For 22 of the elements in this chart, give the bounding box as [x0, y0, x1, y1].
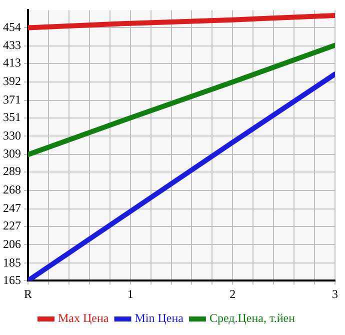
y-tick-label: 268: [3, 182, 21, 197]
legend-label: Сред.Цена, т.йен: [209, 311, 296, 326]
y-tick-label: 371: [3, 92, 21, 106]
legend-label: Max Цена: [58, 311, 110, 326]
y-tick-label: 206: [3, 236, 21, 251]
x-tick-label: 2: [230, 286, 236, 301]
y-tick-label: 330: [3, 128, 21, 142]
y-tick-label: 392: [3, 74, 21, 88]
y-tick-label: 309: [3, 146, 21, 161]
y-tick-label: 227: [3, 218, 21, 232]
y-tick-label: 165: [3, 272, 21, 287]
y-tick-label: 413: [3, 56, 21, 70]
y-tick-label: 185: [3, 255, 21, 270]
y-tick-label: 454: [3, 20, 21, 34]
y-tick-label: 351: [3, 110, 21, 124]
x-tick-label: 3: [332, 286, 338, 301]
y-tick-label: 433: [3, 38, 21, 52]
legend-label: Min Цена: [134, 311, 184, 326]
x-tick-label: R: [24, 286, 32, 301]
y-tick-label: 289: [3, 164, 21, 178]
y-tick-label: 247: [3, 201, 21, 215]
x-tick-label: 1: [127, 286, 134, 301]
